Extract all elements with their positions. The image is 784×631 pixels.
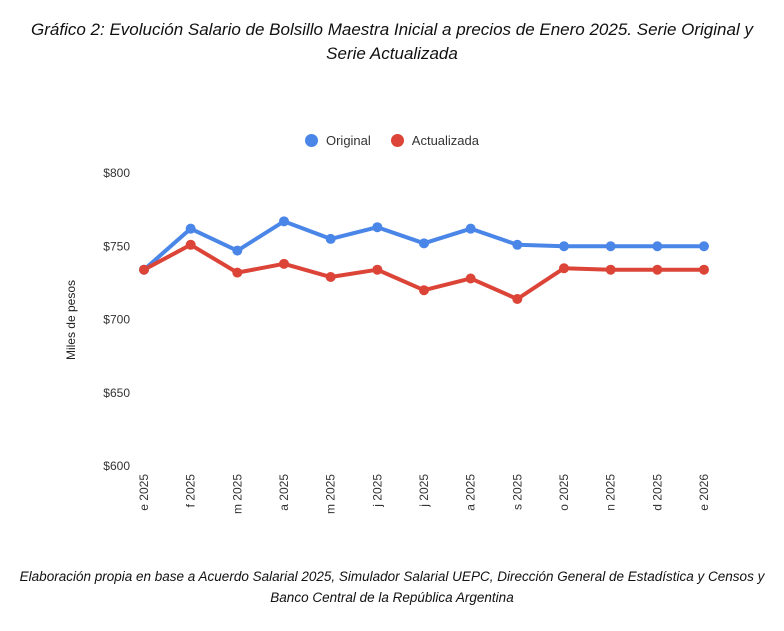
data-point-original [325,233,336,244]
legend-swatch-original [304,134,318,147]
chart-legend: Original Actualizada [0,133,784,148]
data-point-actualizada [512,293,523,304]
y-tick-label: $700 [103,313,130,327]
data-point-original [419,238,429,249]
legend-label-original: Original [325,133,371,148]
y-axis-title: Miles de pesos [64,280,78,360]
data-point-actualizada [419,285,429,296]
data-point-actualizada [372,264,383,275]
x-tick-label: e 2025 [137,474,151,511]
data-point-actualizada [232,267,243,278]
legend-label-actualizada: Actualizada [411,133,479,148]
x-tick-label: m 2025 [324,474,338,514]
data-point-actualizada [652,264,663,275]
data-point-original [279,216,289,227]
legend-item-actualizada: Actualizada [390,133,479,148]
data-point-original [372,222,383,233]
data-point-actualizada [185,239,196,250]
chart-title: Gráfico 2: Evolución Salario de Bolsillo… [31,20,753,63]
source-note: Elaboración propia en base a Acuerdo Sal… [19,569,765,605]
x-tick-label: s 2025 [510,474,524,510]
data-point-actualizada [279,258,289,269]
data-point-original [652,241,663,252]
data-point-actualizada [139,264,149,275]
data-point-original [605,241,616,252]
data-point-actualizada [465,273,476,284]
x-tick-label: e 2026 [697,474,711,511]
data-point-actualizada [559,263,569,274]
x-tick-label: j 2025 [417,474,431,508]
data-point-original [559,241,569,252]
x-tick-label: j 2025 [370,474,384,508]
data-point-original [232,245,243,256]
x-tick-label: m 2025 [230,474,244,514]
y-tick-label: $800 [103,166,130,180]
data-point-original [512,239,523,250]
x-tick-label: o 2025 [557,474,571,511]
y-tick-label: $600 [103,459,130,473]
y-tick-label: $750 [103,239,130,253]
legend-item-original: Original [304,133,371,148]
data-point-original [699,241,709,252]
y-tick-label: $650 [103,386,130,400]
x-tick-label: a 2025 [277,474,291,511]
x-tick-label: a 2025 [464,474,478,511]
data-point-actualizada [325,272,336,283]
x-tick-label: n 2025 [604,474,618,511]
legend-swatch-actualizada [390,134,404,147]
data-point-original [185,223,196,234]
x-tick-label: d 2025 [650,474,664,511]
x-tick-label: f 2025 [184,474,198,508]
data-point-actualizada [605,264,616,275]
data-point-original [465,223,476,234]
data-point-actualizada [699,264,709,275]
